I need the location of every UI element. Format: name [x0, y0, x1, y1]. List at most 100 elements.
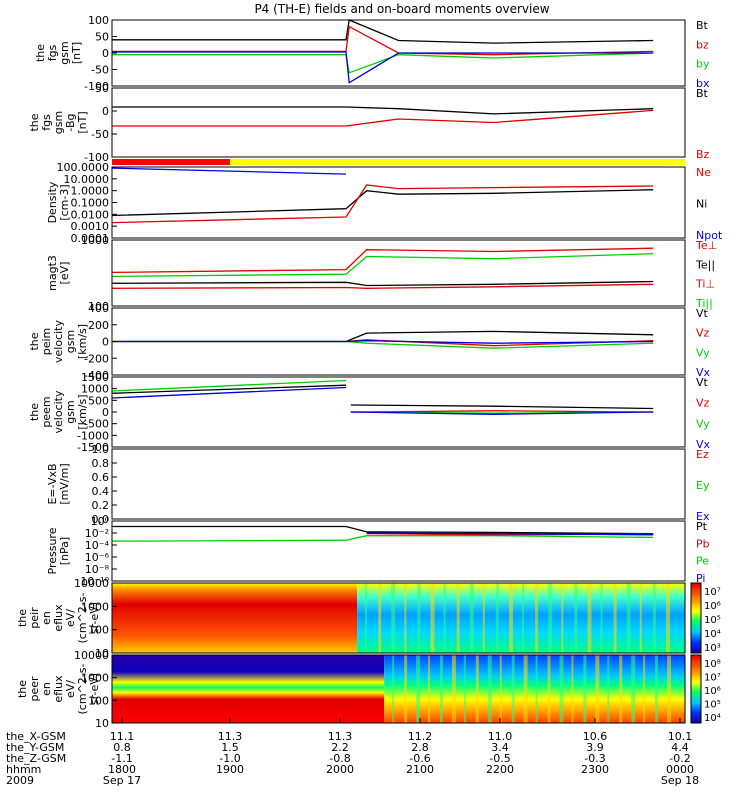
spectrogram-streak [639, 583, 642, 653]
x-axis-value: Sep 17 [103, 774, 141, 787]
spectrogram-streak [571, 655, 574, 723]
series-line-Vx [112, 340, 654, 344]
panel-frame [111, 448, 686, 520]
spectrogram-streak [548, 583, 553, 653]
spectrogram-streak [600, 583, 603, 653]
x-axis-value: 1900 [216, 763, 244, 776]
x-axis-value: 3.9 [586, 741, 604, 754]
y-tick-label: -1000 [77, 429, 109, 442]
y-axis-label-line: Pressure [46, 527, 59, 574]
spectrogram-streak [439, 655, 443, 723]
y-tick-label: 0.4 [92, 485, 110, 498]
y-tick-label: 0.8 [92, 457, 110, 470]
spectrogram-streak [456, 583, 460, 653]
x-axis-value: 11.0 [488, 730, 513, 743]
legend-entry-2: Ni [696, 198, 707, 211]
colorbar-tick-label: 10⁷ [704, 673, 721, 684]
quality-bar-yellow [230, 159, 685, 165]
y-tick-label: -50 [91, 64, 109, 77]
legend-entry-1: Te⊥ [695, 239, 717, 252]
legend-entry-2: Bz [696, 148, 710, 161]
y-axis-label-line: eV/ [64, 609, 77, 627]
y-axis-label-line: eflux [52, 675, 65, 703]
spectrogram-streak [378, 583, 382, 653]
y-tick-label: -400 [84, 369, 109, 382]
series-line-Pt [112, 525, 654, 535]
spectrogram-streak [430, 583, 435, 653]
y-tick-label: 10⁻² [85, 527, 109, 540]
colorbar-tick-label: 10⁴ [704, 629, 721, 640]
legend-entry-1: Bt [696, 87, 709, 100]
y-axis-label-line: -Bg [64, 113, 77, 131]
y-tick-label: 50 [95, 82, 109, 95]
spectrogram-streak [482, 583, 485, 653]
panel-frame [111, 654, 686, 724]
colorbar-tick-label: 10⁷ [704, 587, 721, 598]
x-axis-value: 1.5 [221, 741, 239, 754]
series-line-Te [111, 283, 654, 289]
x-axis-value: -0.5 [489, 752, 510, 765]
colorbar [691, 655, 701, 723]
x-axis-value: -0.3 [584, 752, 605, 765]
x-axis-row-label: the_Y-GSM [6, 741, 64, 754]
x-axis-row-label: hhmm [6, 763, 41, 776]
x-axis-value: 10.6 [583, 730, 608, 743]
spectrogram-streak [574, 583, 578, 653]
spectrogram-streak [404, 655, 408, 723]
x-axis-value: -0.6 [409, 752, 430, 765]
spectrogram-streak [523, 655, 528, 723]
series-line-Npot [111, 167, 347, 175]
series-line-bx [112, 51, 654, 84]
spectrogram-streak [667, 655, 672, 723]
legend-entry-2: Vz [696, 327, 710, 340]
x-axis-value: 11.1 [110, 730, 135, 743]
plot-title: P4 (TH-E) fields and on-board moments ov… [254, 2, 549, 16]
x-axis-value: -1.0 [219, 752, 240, 765]
series-line-Vy [111, 379, 347, 392]
y-tick-label: -1500 [77, 441, 109, 454]
colorbar-frame [690, 654, 702, 724]
spectrogram-streak [451, 655, 456, 723]
spectrogram-streak [487, 655, 492, 723]
y-tick-label: 1000 [81, 234, 109, 247]
y-tick-label: 10⁻⁶ [85, 551, 110, 564]
y-tick-label: 0 [102, 105, 109, 118]
x-axis-value: 4.4 [671, 741, 689, 754]
y-tick-label: 10⁰ [91, 515, 110, 528]
legend-entry-1: Ne [696, 166, 711, 179]
spectrogram-streak [535, 655, 538, 723]
y-tick-label: 1000 [81, 672, 109, 685]
spectrogram-streak [559, 655, 564, 723]
y-axis-label-line: the [28, 113, 41, 131]
x-axis-row-label: the_X-GSM [6, 730, 66, 743]
spectrogram-streak [463, 655, 466, 723]
y-axis-label-line: [km/s] [76, 394, 89, 429]
series-line-Ne [111, 184, 654, 224]
panel-frame [111, 87, 686, 158]
series-line-Te [111, 280, 654, 287]
x-axis-value: 11.3 [218, 730, 243, 743]
spectrogram-streak [495, 583, 499, 653]
spectrogram-streak [631, 655, 636, 723]
series-line-Pi [366, 532, 654, 536]
panel-2: 50 0 -50 -100 the fgs gsm -Bg [nT] Bt Bz [28, 82, 710, 164]
legend-entry-1: Bt [696, 19, 709, 32]
y-axis-label-line: fgs [46, 44, 59, 61]
series-line-Vx [350, 411, 654, 415]
spectrogram-streak [613, 583, 617, 653]
y-axis-label-line: [eV] [58, 262, 71, 285]
y-axis-label-line: [mV/m] [58, 463, 71, 504]
y-axis-label-line: eV/ [64, 680, 77, 698]
y-tick-label: 1.0000 [71, 185, 110, 198]
legend-entry-2: Ey [696, 479, 710, 492]
panel-frame [111, 239, 686, 307]
y-tick-label: 10⁻¹⁰ [80, 575, 109, 588]
legend-entry-4: Vx [696, 438, 711, 451]
y-tick-label: 200 [88, 319, 109, 332]
spectrogram-streak [417, 583, 421, 653]
x-axis-row-label: the_Z-GSM [6, 752, 66, 765]
panel-4: 1000 100 magt3 [eV] Te⊥ Te|| Ti⊥ Ti|| [46, 234, 717, 313]
y-axis-label-line: en [40, 611, 53, 625]
